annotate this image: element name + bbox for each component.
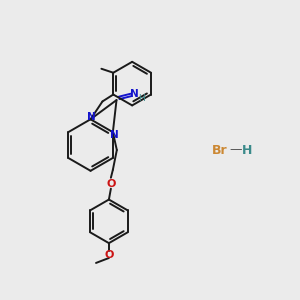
Text: O: O: [104, 250, 114, 260]
Text: H: H: [242, 143, 252, 157]
Text: —: —: [229, 143, 242, 157]
Text: Br: Br: [212, 143, 227, 157]
Text: N: N: [87, 112, 96, 122]
Text: N: N: [130, 89, 139, 99]
Text: N: N: [110, 130, 119, 140]
Text: O: O: [106, 179, 116, 189]
Text: H: H: [138, 94, 145, 103]
